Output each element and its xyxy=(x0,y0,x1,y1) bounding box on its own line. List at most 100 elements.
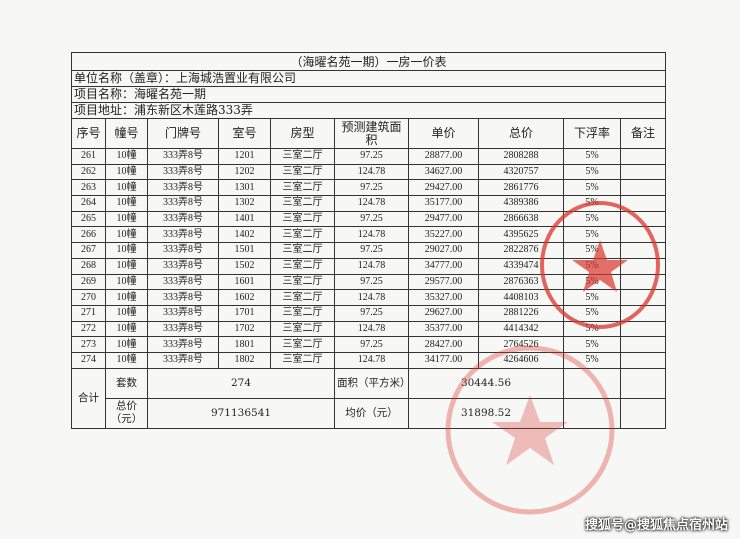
cell-room: 1702 xyxy=(218,320,271,338)
cell-remark xyxy=(619,289,667,306)
cell-building: 10幢 xyxy=(105,210,148,228)
count-label: 套数 xyxy=(105,367,148,399)
cell-room: 1701 xyxy=(218,304,271,322)
empty-cell xyxy=(619,367,667,399)
table-row: 274 10幢 333弄8号 1802 三室二厅 124.78 34177.00 426460… xyxy=(71,351,667,369)
table-row: 261 10幢 333弄8号 1201 三室二厅 97.25 28877.00 2808288… xyxy=(71,148,667,165)
cell-area: 124.78 xyxy=(334,195,409,212)
column-header: 室号 xyxy=(218,118,271,149)
total-label: 合计 xyxy=(71,367,106,429)
cell-door: 333弄8号 xyxy=(147,257,219,275)
cell-building: 10幢 xyxy=(105,320,148,338)
cell-area: 124.78 xyxy=(334,163,409,181)
cell-area: 97.25 xyxy=(334,179,409,197)
cell-discount: 5% xyxy=(563,179,621,197)
cell-building: 10幢 xyxy=(105,351,148,369)
cell-total-price: 4264606 xyxy=(478,351,564,369)
cell-building: 10幢 xyxy=(105,195,148,212)
cell-discount: 5% xyxy=(563,195,621,212)
cell-seq: 272 xyxy=(71,320,106,338)
cell-remark xyxy=(619,195,667,212)
cell-door: 333弄8号 xyxy=(147,163,219,181)
cell-room: 1602 xyxy=(218,289,271,306)
column-header: 单价 xyxy=(408,118,479,149)
cell-type: 三室二厅 xyxy=(270,320,335,338)
cell-discount: 5% xyxy=(563,320,621,338)
table-row: 265 10幢 333弄8号 1401 三室二厅 97.25 29477.00 2866638… xyxy=(71,210,667,228)
cell-building: 10幢 xyxy=(105,304,148,322)
cell-type: 三室二厅 xyxy=(270,289,335,306)
cell-seq: 271 xyxy=(71,304,106,322)
cell-room: 1601 xyxy=(218,273,271,291)
cell-room: 1201 xyxy=(218,148,271,165)
empty-cell xyxy=(563,367,621,399)
cell-building: 10幢 xyxy=(105,148,148,165)
empty-cell xyxy=(619,397,667,429)
cell-total-price: 2764526 xyxy=(478,336,564,353)
cell-room: 1401 xyxy=(218,210,271,228)
cell-room: 1501 xyxy=(218,242,271,259)
cell-remark xyxy=(619,304,667,322)
cell-total-price: 2866638 xyxy=(478,210,564,228)
cell-unit-price: 34777.00 xyxy=(408,257,479,275)
cell-seq: 269 xyxy=(71,273,106,291)
cell-remark xyxy=(619,226,667,244)
cell-discount: 5% xyxy=(563,226,621,244)
cell-area: 97.25 xyxy=(334,242,409,259)
cell-type: 三室二厅 xyxy=(270,336,335,353)
cell-unit-price: 35177.00 xyxy=(408,195,479,212)
cell-door: 333弄8号 xyxy=(147,242,219,259)
cell-remark xyxy=(619,257,667,275)
cell-type: 三室二厅 xyxy=(270,163,335,181)
cell-remark xyxy=(619,163,667,181)
cell-type: 三室二厅 xyxy=(270,179,335,197)
cell-building: 10幢 xyxy=(105,242,148,259)
table-row: 263 10幢 333弄8号 1301 三室二厅 97.25 29427.00 2861776… xyxy=(71,179,667,197)
cell-area: 124.78 xyxy=(334,289,409,306)
cell-room: 1202 xyxy=(218,163,271,181)
cell-building: 10幢 xyxy=(105,179,148,197)
column-header: 幢号 xyxy=(105,118,148,149)
cell-remark xyxy=(619,148,667,165)
cell-unit-price: 29627.00 xyxy=(408,304,479,322)
price-table: （海曜名苑一期）一房一价表 单位名称（盖章）：上海城浩置业有限公司 项目名称：海… xyxy=(70,52,667,429)
cell-seq: 274 xyxy=(71,351,106,369)
cell-building: 10幢 xyxy=(105,273,148,291)
cell-seq: 262 xyxy=(71,163,106,181)
cell-unit-price: 29477.00 xyxy=(408,210,479,228)
cell-discount: 5% xyxy=(563,257,621,275)
cell-door: 333弄8号 xyxy=(147,304,219,322)
cell-remark xyxy=(619,351,667,369)
table-row: 262 10幢 333弄8号 1202 三室二厅 124.78 34627.00 432075… xyxy=(71,163,667,181)
cell-door: 333弄8号 xyxy=(147,148,219,165)
column-header: 房型 xyxy=(270,118,335,149)
header-row: 序号 幢号 门牌号 室号 房型 预测建筑面积 单价 总价 下浮率 备注 xyxy=(71,118,667,149)
project-name: 项目名称：海曜名苑一期 xyxy=(70,86,667,103)
column-header: 序号 xyxy=(71,118,106,149)
area-value: 30444.56 xyxy=(408,367,564,399)
cell-building: 10幢 xyxy=(105,226,148,244)
cell-unit-price: 29027.00 xyxy=(408,242,479,259)
cell-unit-price: 28877.00 xyxy=(408,148,479,165)
cell-area: 97.25 xyxy=(334,148,409,165)
cell-type: 三室二厅 xyxy=(270,242,335,259)
cell-discount: 5% xyxy=(563,289,621,306)
column-header: 总价 xyxy=(478,118,564,149)
cell-discount: 5% xyxy=(563,242,621,259)
cell-unit-price: 34177.00 xyxy=(408,351,479,369)
cell-type: 三室二厅 xyxy=(270,304,335,322)
cell-area: 97.25 xyxy=(334,336,409,353)
cell-total-price: 2822876 xyxy=(478,242,564,259)
company-name: 单位名称（盖章）：上海城浩置业有限公司 xyxy=(70,70,667,87)
cell-door: 333弄8号 xyxy=(147,320,219,338)
cell-door: 333弄8号 xyxy=(147,195,219,212)
cell-seq: 268 xyxy=(71,257,106,275)
cell-type: 三室二厅 xyxy=(270,226,335,244)
cell-discount: 5% xyxy=(563,148,621,165)
cell-unit-price: 29427.00 xyxy=(408,179,479,197)
cell-type: 三室二厅 xyxy=(270,148,335,165)
cell-total-price: 2808288 xyxy=(478,148,564,165)
cell-area: 124.78 xyxy=(334,320,409,338)
column-header: 下浮率 xyxy=(563,118,621,149)
cell-room: 1801 xyxy=(218,336,271,353)
